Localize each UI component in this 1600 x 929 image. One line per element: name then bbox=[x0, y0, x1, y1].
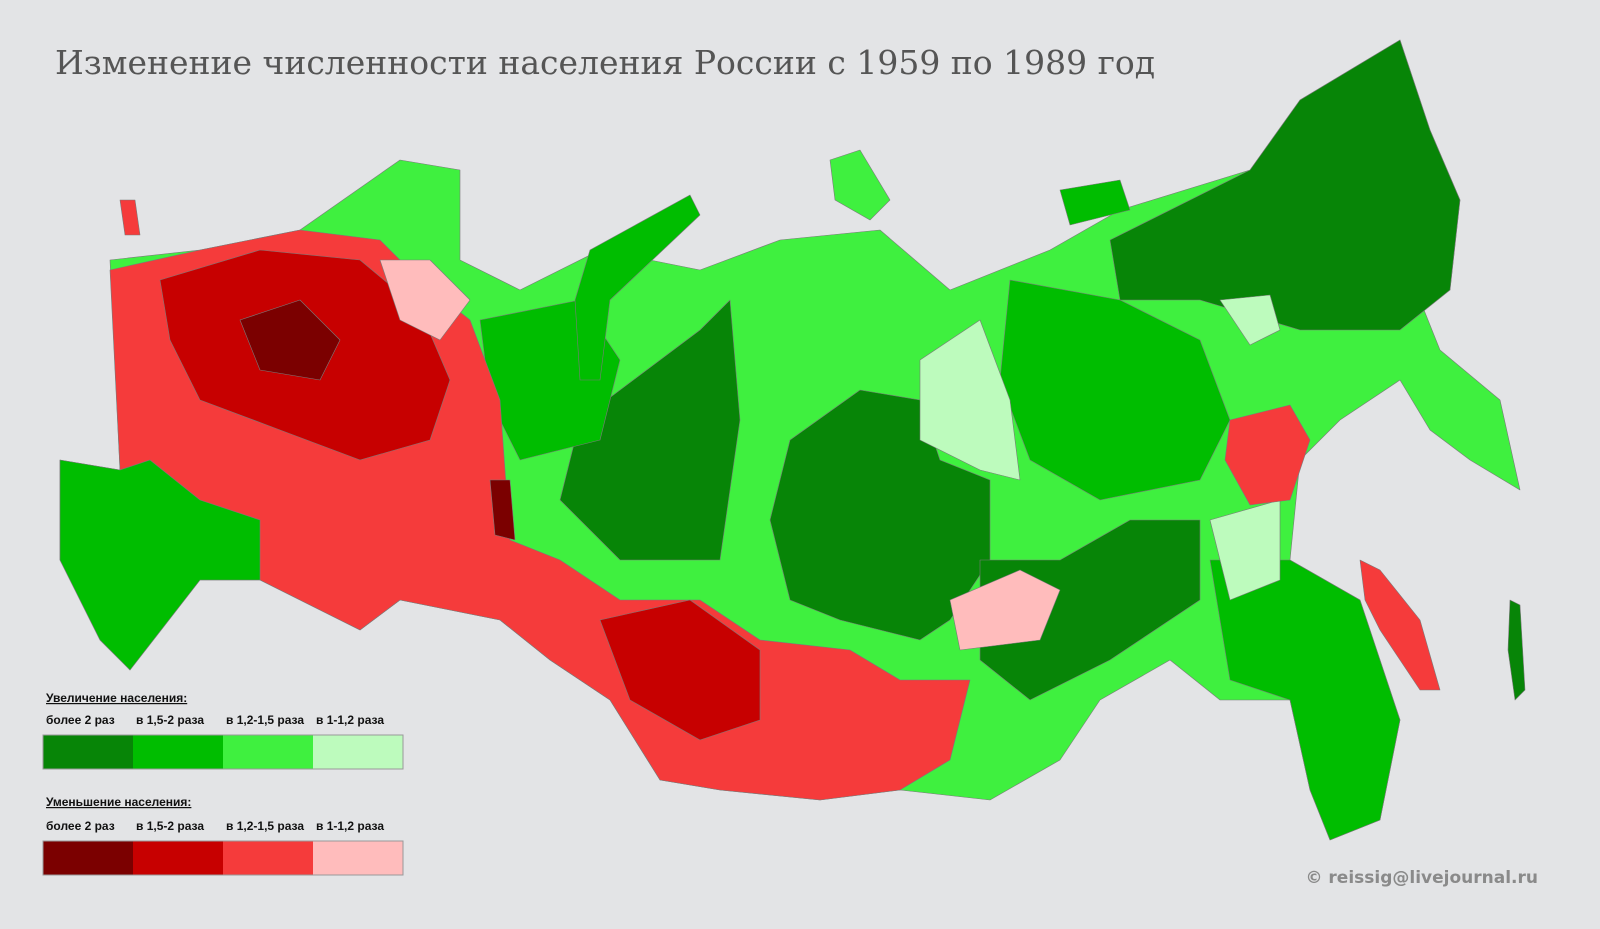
legend-label: в 1-1,2 раза bbox=[316, 713, 384, 727]
region bbox=[599, 599, 761, 741]
region bbox=[1219, 294, 1281, 346]
region bbox=[979, 519, 1201, 701]
credit: © reissig@livejournal.ru bbox=[1306, 868, 1539, 888]
island bbox=[1059, 179, 1131, 226]
legend-label: в 1,5-2 раза bbox=[136, 713, 204, 727]
legend-label: в 1,2-1,5 раза bbox=[226, 713, 304, 727]
legend-swatch bbox=[133, 841, 223, 875]
region bbox=[59, 459, 261, 671]
legend-label: в 1,5-2 раза bbox=[136, 819, 204, 833]
legend-swatch bbox=[43, 841, 133, 875]
legend-label: в 1,2-1,5 раза bbox=[226, 819, 304, 833]
map-title: Изменение численности населения России с… bbox=[55, 43, 1155, 82]
region bbox=[559, 299, 741, 561]
legend-decrease: Уменьшение населения: более 2 раз в 1,5-2… bbox=[42, 795, 404, 876]
russia-map bbox=[59, 39, 1526, 841]
region bbox=[239, 299, 341, 381]
legend-frame bbox=[42, 840, 404, 876]
legend-swatch bbox=[133, 735, 223, 769]
region bbox=[1209, 499, 1281, 601]
region bbox=[1109, 39, 1461, 331]
legend-label: более 2 раз bbox=[46, 713, 115, 727]
region bbox=[919, 319, 1021, 481]
legend-swatch bbox=[313, 735, 403, 769]
legend-swatch bbox=[223, 841, 313, 875]
legend-label: более 2 раз bbox=[46, 819, 115, 833]
legend-swatch bbox=[223, 735, 313, 769]
legend-increase: Увеличение населения: более 2 раз в 1,5-2… bbox=[42, 691, 404, 770]
island bbox=[574, 194, 701, 381]
region bbox=[1224, 404, 1311, 506]
region bbox=[489, 479, 516, 541]
island bbox=[1507, 599, 1526, 701]
island bbox=[1359, 559, 1441, 691]
island bbox=[829, 149, 891, 221]
legend-swatch bbox=[313, 841, 403, 875]
legend-swatch bbox=[43, 735, 133, 769]
legend-heading: Увеличение населения: bbox=[46, 691, 187, 705]
region bbox=[949, 569, 1061, 651]
legend-frame bbox=[42, 734, 404, 770]
region bbox=[1209, 559, 1401, 841]
legend-label: в 1-1,2 раза bbox=[316, 819, 384, 833]
region bbox=[769, 389, 991, 641]
legend-heading: Уменьшение населения: bbox=[46, 795, 191, 809]
island bbox=[119, 199, 141, 236]
region bbox=[379, 259, 471, 341]
